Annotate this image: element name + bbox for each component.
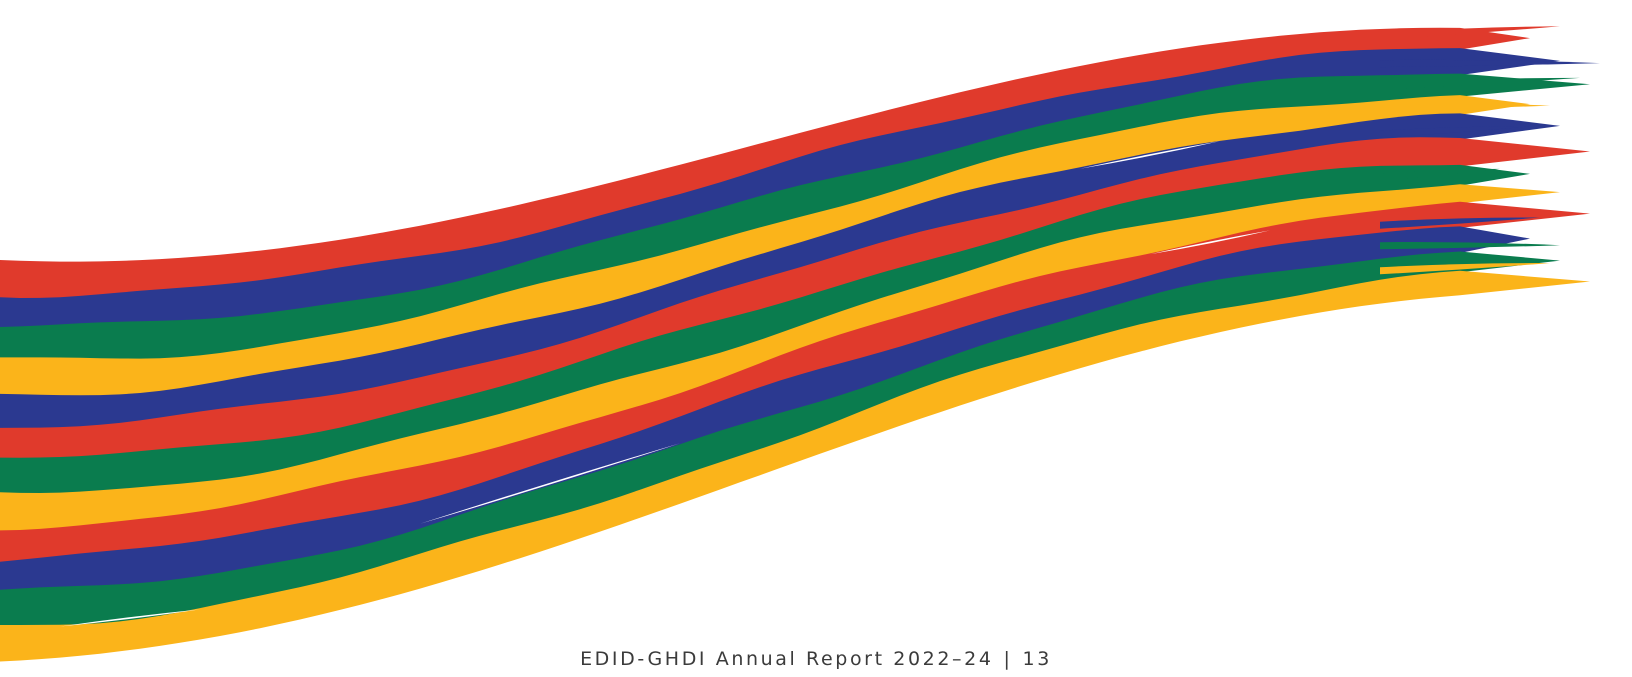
- ribbon-streak-yellow: [1380, 102, 1550, 111]
- ribbon-streak-yellow: [1380, 263, 1550, 275]
- ribbon-stripe-green: [0, 251, 1560, 627]
- ribbon-streaks: [60, 26, 1600, 627]
- ribbon-stripe-yellow: [0, 270, 1590, 662]
- ribbon-streak-blue: [1380, 59, 1600, 68]
- ribbon-dry-brush-gap: [60, 609, 200, 627]
- ribbon-dry-brush-gap: [420, 443, 680, 524]
- page-footer: EDID-GHDI Annual Report 2022–24 | 13: [0, 648, 1632, 670]
- ribbon-stripe-green: [0, 164, 1530, 495]
- ribbon-streak-blue: [1380, 126, 1530, 138]
- ribbon-streak-red: [1380, 150, 1510, 159]
- ribbon-streak-green: [1380, 77, 1580, 90]
- ribbon-streak-green: [1380, 242, 1560, 250]
- ribbon-stripe-blue: [0, 226, 1530, 592]
- ribbon-stripe-blue: [0, 48, 1560, 329]
- report-title: EDID-GHDI Annual Report 2022–24: [580, 648, 994, 670]
- ribbon-stripe-green: [0, 73, 1590, 361]
- ribbon-stripe-yellow: [0, 184, 1560, 532]
- ribbon-dry-brush-gap: [1080, 141, 1220, 169]
- ribbon-stripe-red: [0, 137, 1590, 460]
- ribbon-streak-red: [1380, 26, 1560, 40]
- ribbon-stripe-red: [0, 201, 1590, 564]
- page-number: 13: [1022, 648, 1052, 670]
- ribbon-stripe-red: [0, 27, 1530, 300]
- ribbon-streak-blue: [1380, 217, 1540, 229]
- ribbon-dry-brush-gap: [1150, 230, 1270, 255]
- footer-separator: |: [1003, 648, 1013, 670]
- ribbon-stripe-yellow: [0, 95, 1530, 397]
- ribbon-streak-green: [1380, 168, 1500, 181]
- ribbon-stripe-blue: [0, 113, 1560, 430]
- ribbon-stripes: [0, 27, 1590, 662]
